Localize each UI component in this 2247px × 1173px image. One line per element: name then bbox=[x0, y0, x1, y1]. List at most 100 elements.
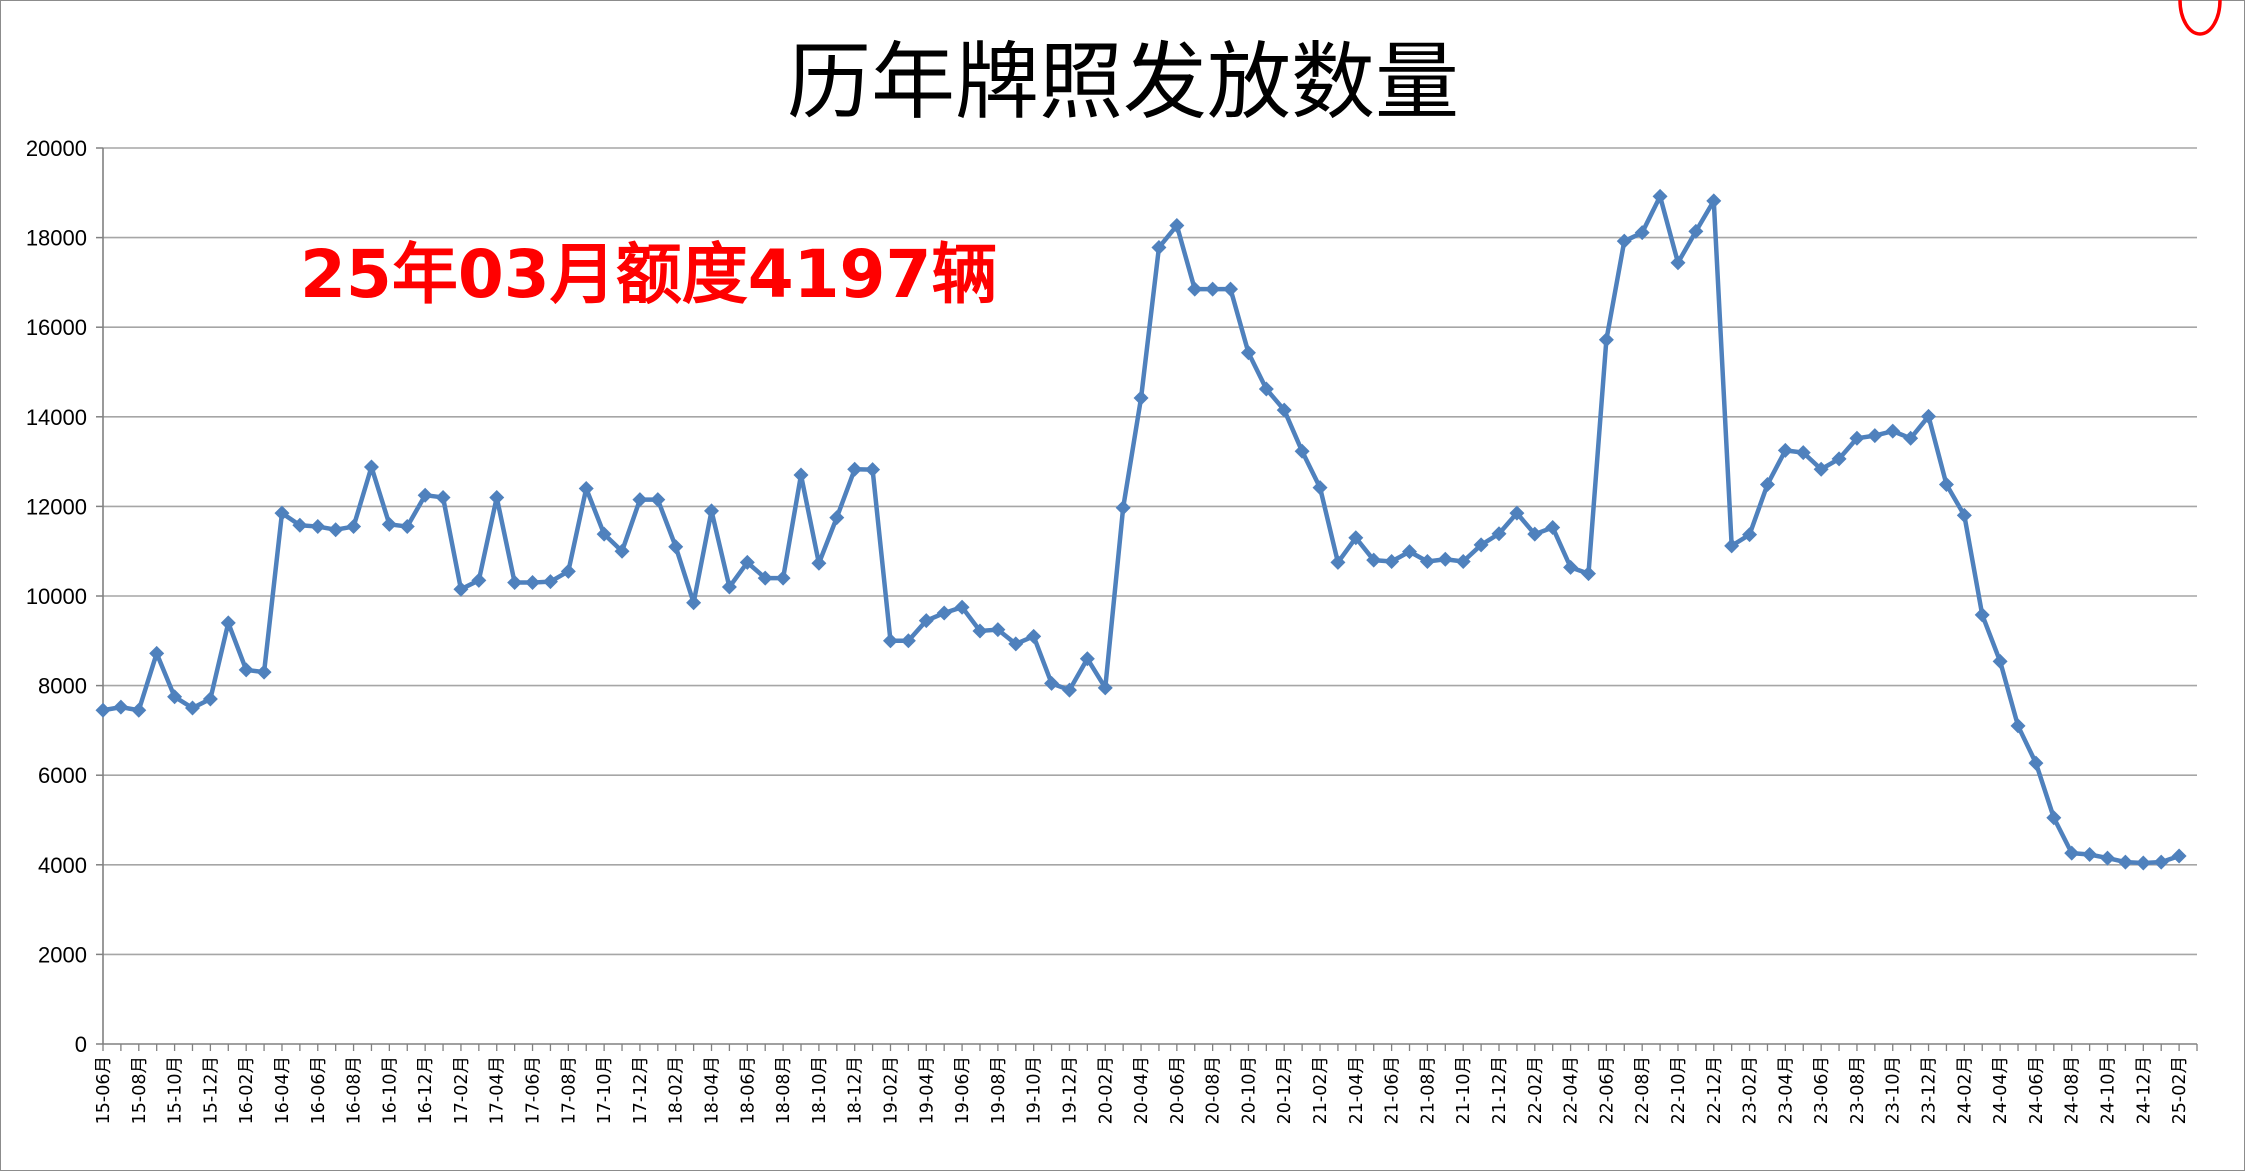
data-point bbox=[489, 489, 505, 505]
x-tick-label: 24-10月 bbox=[2099, 1056, 2119, 1124]
y-tick-label: 12000 bbox=[26, 494, 87, 519]
x-tick-label: 25-02月 bbox=[2170, 1056, 2190, 1124]
data-point bbox=[1831, 451, 1847, 467]
data-point bbox=[1795, 445, 1811, 461]
data-point bbox=[2135, 855, 2151, 871]
x-tick-label: 21-04月 bbox=[1347, 1056, 1367, 1124]
data-point bbox=[2117, 854, 2133, 870]
data-point bbox=[1294, 443, 1310, 459]
data-point bbox=[1223, 281, 1239, 297]
data-point bbox=[471, 572, 487, 588]
data-point bbox=[1348, 530, 1364, 546]
y-tick-label: 8000 bbox=[38, 674, 87, 699]
data-point bbox=[1455, 554, 1471, 570]
data-point bbox=[2046, 810, 2062, 826]
data-point bbox=[882, 633, 898, 649]
y-tick-label: 18000 bbox=[26, 226, 87, 251]
latest-point-highlight bbox=[2178, 0, 2222, 36]
data-point bbox=[686, 595, 702, 611]
data-point bbox=[507, 575, 523, 591]
x-tick-label: 16-06月 bbox=[309, 1056, 329, 1124]
data-point bbox=[596, 526, 612, 542]
data-point bbox=[542, 574, 558, 590]
x-tick-label: 16-12月 bbox=[416, 1056, 436, 1124]
data-point bbox=[1437, 551, 1453, 567]
data-point bbox=[560, 563, 576, 579]
data-point bbox=[95, 702, 111, 718]
x-tick-label: 19-10月 bbox=[1025, 1056, 1045, 1124]
data-point bbox=[328, 522, 344, 538]
x-tick-label: 24-04月 bbox=[1991, 1056, 2011, 1124]
data-point bbox=[972, 623, 988, 639]
data-point bbox=[1169, 218, 1185, 234]
data-point bbox=[1670, 255, 1686, 271]
data-point bbox=[1187, 281, 1203, 297]
data-point bbox=[1258, 381, 1274, 397]
data-point bbox=[954, 599, 970, 615]
data-point bbox=[1956, 507, 1972, 523]
x-tick-label: 23-06月 bbox=[1812, 1056, 1832, 1124]
data-point bbox=[775, 570, 791, 586]
x-tick-label: 15-12月 bbox=[201, 1056, 221, 1124]
x-tick-label: 15-10月 bbox=[166, 1056, 186, 1124]
data-point bbox=[1724, 538, 1740, 554]
data-point bbox=[811, 555, 827, 571]
data-point bbox=[167, 689, 183, 705]
data-point bbox=[202, 691, 218, 707]
data-point bbox=[2028, 755, 2044, 771]
x-tick-label: 19-02月 bbox=[881, 1056, 901, 1124]
data-point bbox=[1545, 519, 1561, 535]
x-tick-label: 21-06月 bbox=[1383, 1056, 1403, 1124]
data-point bbox=[1133, 390, 1149, 406]
data-point bbox=[1867, 428, 1883, 444]
data-point bbox=[2171, 848, 2187, 864]
data-point bbox=[274, 505, 290, 521]
data-point bbox=[1115, 500, 1131, 516]
x-tick-label: 20-04月 bbox=[1132, 1056, 1152, 1124]
x-tick-label: 17-08月 bbox=[559, 1056, 579, 1124]
data-point bbox=[435, 489, 451, 505]
data-point bbox=[990, 622, 1006, 638]
data-point bbox=[632, 492, 648, 508]
x-tick-label: 22-04月 bbox=[1562, 1056, 1582, 1124]
data-point bbox=[1759, 476, 1775, 492]
data-point bbox=[1079, 651, 1095, 667]
data-point bbox=[2010, 718, 2026, 734]
data-point bbox=[220, 615, 236, 631]
data-point bbox=[1921, 408, 1937, 424]
data-point bbox=[1008, 636, 1024, 652]
data-point bbox=[1151, 239, 1167, 255]
x-tick-label: 16-10月 bbox=[380, 1056, 400, 1124]
x-tick-label: 18-10月 bbox=[810, 1056, 830, 1124]
data-point bbox=[1419, 554, 1435, 570]
data-point bbox=[1938, 476, 1954, 492]
x-tick-label: 17-12月 bbox=[631, 1056, 651, 1124]
x-tick-label: 18-04月 bbox=[703, 1056, 723, 1124]
data-point bbox=[757, 570, 773, 586]
y-tick-label: 4000 bbox=[38, 853, 87, 878]
data-point bbox=[1330, 554, 1346, 570]
data-point bbox=[2153, 854, 2169, 870]
x-tick-label: 24-02月 bbox=[1955, 1056, 1975, 1124]
data-point bbox=[1885, 423, 1901, 439]
x-tick-label: 20-12月 bbox=[1275, 1056, 1295, 1124]
data-point bbox=[346, 519, 362, 535]
x-tick-label: 19-12月 bbox=[1060, 1056, 1080, 1124]
data-point bbox=[1527, 526, 1543, 542]
data-point bbox=[1777, 442, 1793, 458]
data-point bbox=[1509, 505, 1525, 521]
x-tick-label: 17-06月 bbox=[524, 1056, 544, 1124]
data-point bbox=[1706, 193, 1722, 209]
y-tick-label: 14000 bbox=[26, 405, 87, 430]
data-point bbox=[131, 702, 147, 718]
data-point bbox=[1366, 552, 1382, 568]
data-point bbox=[113, 699, 129, 715]
x-tick-label: 21-08月 bbox=[1418, 1056, 1438, 1124]
x-tick-label: 19-06月 bbox=[953, 1056, 973, 1124]
x-tick-label: 15-06月 bbox=[94, 1056, 114, 1124]
x-tick-label: 19-08月 bbox=[989, 1056, 1009, 1124]
axes bbox=[96, 147, 2198, 1051]
y-tick-label: 16000 bbox=[26, 315, 87, 340]
y-tick-label: 10000 bbox=[26, 584, 87, 609]
highlight-area bbox=[2178, 0, 2222, 36]
